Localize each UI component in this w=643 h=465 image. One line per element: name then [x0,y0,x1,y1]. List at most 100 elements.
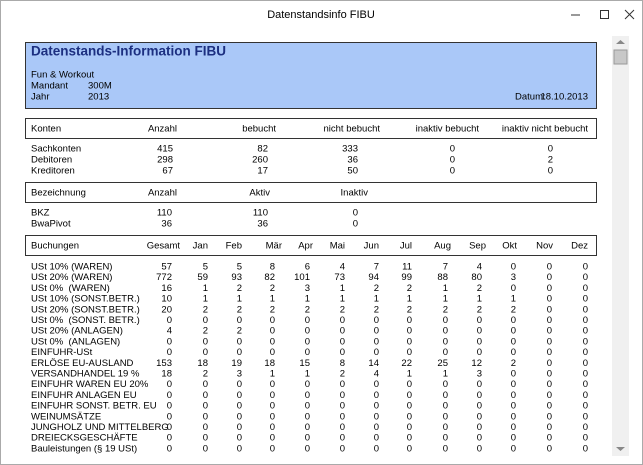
cell-value: 1 [407,369,412,380]
cell-value: 0 [443,315,448,326]
row-label: Sachkonten [31,144,81,155]
column-header: Anzahl [148,188,177,199]
cell-value: 0 [340,315,345,326]
cell-value: 0 [547,358,552,369]
row-label: EINFUHR ANLAGEN EU [31,390,137,401]
cell-value: 0 [270,326,275,337]
column-header: bebucht [242,124,276,135]
cell-value: 0 [270,411,275,422]
maximize-button[interactable] [600,10,609,19]
cell-value: 2 [270,304,275,315]
cell-value: 0 [511,369,516,380]
cell-value: 50 [347,166,358,177]
cell-value: 260 [252,155,268,166]
cell-value: 0 [167,443,172,454]
cell-value: 0 [547,315,552,326]
cell-value: 0 [583,401,588,412]
jahr: 2013 [88,92,109,103]
cell-value: 36 [161,219,172,230]
cell-value: 1 [203,294,208,305]
cell-value: 0 [305,347,310,358]
cell-value: 0 [477,326,482,337]
row-label: EINFUHR-USt [31,347,93,358]
cell-value: 0 [305,443,310,454]
cell-value: 0 [167,433,172,444]
cell-value: 7 [374,262,379,273]
cell-value: 0 [340,326,345,337]
cell-value: 0 [450,155,455,166]
cell-value: 2 [443,304,448,315]
cell-value: 0 [237,336,242,347]
bezeichnung-header-box [25,182,597,203]
cell-value: 0 [450,166,455,177]
row-label: USt 0% (SONST. BETR.) [31,315,140,326]
cell-value: 2 [407,283,412,294]
cell-value: 0 [547,262,552,273]
buchungen-header-box [25,235,597,256]
cell-value: 0 [547,443,552,454]
scrollbar[interactable] [612,36,629,456]
close-button[interactable] [624,9,635,20]
cell-value: 0 [547,347,552,358]
cell-value: 0 [583,369,588,380]
company: Fun & Workout [31,70,95,81]
column-header: Okt [502,241,517,252]
row-label: Kreditoren [31,166,75,177]
cell-value: 0 [583,422,588,433]
cell-value: 0 [477,422,482,433]
cell-value: 0 [353,208,358,219]
cell-value: 0 [374,336,379,347]
cell-value: 0 [583,283,588,294]
scroll-down[interactable] [616,447,625,451]
cell-value: 0 [167,336,172,347]
cell-value: 0 [583,433,588,444]
cell-value: 1 [340,294,345,305]
cell-value: 1 [443,283,448,294]
cell-value: 0 [374,422,379,433]
cell-value: 0 [167,390,172,401]
cell-value: 0 [340,433,345,444]
cell-value: 772 [156,272,172,283]
cell-value: 0 [511,262,516,273]
column-header: Sep [469,241,486,252]
cell-value: 18 [161,369,172,380]
row-label: ERLÖSE EU-AUSLAND [31,358,134,369]
cell-value: 0 [547,336,552,347]
cell-value: 0 [374,401,379,412]
cell-value: 0 [443,401,448,412]
cell-value: 1 [305,294,310,305]
cell-value: 36 [347,155,358,166]
cell-value: 16 [161,283,172,294]
row-label: DREIECKSGESCHÄFTE [31,433,138,444]
cell-value: 110 [253,208,268,219]
cell-value: 0 [237,443,242,454]
cell-value: 5 [203,262,208,273]
cell-value: 0 [583,443,588,454]
scroll-thumb[interactable] [613,49,628,65]
cell-value: 73 [334,272,345,283]
cell-value: 0 [407,326,412,337]
cell-value: 0 [407,315,412,326]
cell-value: 0 [511,390,516,401]
cell-value: 0 [511,336,516,347]
report-title: Datenstands-Information FIBU [31,44,226,59]
row-label: EINFUHR SONST. BETR. EU [31,401,157,412]
cell-value: 0 [270,443,275,454]
cell-value: 0 [547,326,552,337]
cell-value: 298 [157,155,173,166]
cell-value: 4 [374,369,379,380]
column-header: Anzahl [148,124,177,135]
cell-value: 0 [340,401,345,412]
scroll-up[interactable] [616,40,625,44]
cell-value: 2 [374,304,379,315]
cell-value: 0 [203,433,208,444]
cell-value: 0 [407,443,412,454]
cell-value: 8 [270,262,275,273]
cell-value: 0 [407,347,412,358]
cell-value: 0 [450,144,455,155]
cell-value: 0 [305,401,310,412]
cell-value: 0 [305,411,310,422]
cell-value: 0 [583,272,588,283]
cell-value: 3 [305,283,310,294]
cell-value: 101 [294,272,310,283]
